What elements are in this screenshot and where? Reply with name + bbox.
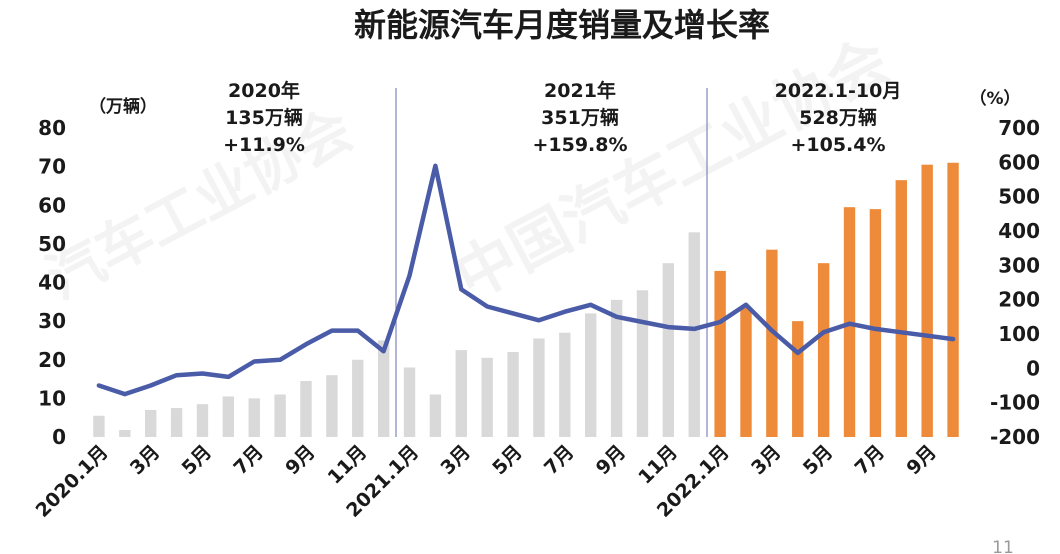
sales-bar [895,180,907,438]
sales-bar [921,164,933,437]
annotation-2022-year: 2022.1-10月 [775,80,902,102]
sales-bar [817,263,830,437]
annotation-2022-sales: 528万辆 [799,106,877,129]
sales-bar [119,430,131,437]
x-tick-label: 9月 [592,441,630,479]
sales-bar [507,352,519,437]
sales-bar [610,299,623,437]
sales-bar [455,350,467,437]
sales-bar [429,394,442,437]
sales-bar [222,396,235,437]
sales-bar [352,359,364,437]
right-tick-label: 100 [998,322,1040,346]
left-tick-label: 60 [38,193,66,217]
sales-bar [274,394,286,437]
x-tick-label: 11月 [634,441,682,489]
annotation-2021-growth: +159.8% [532,134,627,156]
sales-bar [170,408,183,437]
sales-bar [93,415,105,437]
annotation-2020-sales: 135万辆 [225,106,303,129]
sales-bar [585,313,597,437]
annotation-2021-sales: 351万辆 [541,106,619,129]
sales-bar [248,398,260,437]
left-tick-label: 0 [52,425,66,449]
annotation-2020-year: 2020年 [228,79,300,102]
growth-rate-line [96,163,956,397]
sales-bar [300,380,312,437]
sales-bar [740,307,752,437]
right-tick-label: 500 [998,185,1040,209]
sales-bar [688,232,700,437]
sales-bar [533,338,545,437]
year-dividers [395,88,708,437]
x-tick-label: 9月 [902,441,940,479]
annotation-2022-growth: +105.4% [790,134,885,156]
x-tick-label: 11月 [324,441,372,489]
x-tick-label: 2020.1月 [32,441,113,522]
sales-bar [403,367,416,437]
svg-text:汽车工业协会: 汽车工业协会 [36,97,363,312]
growth-line-layer [96,163,956,397]
sales-bar [636,290,649,437]
right-tick-label: 300 [998,253,1040,277]
right-tick-label: 0 [1026,356,1040,380]
right-tick-label: 400 [998,219,1040,243]
annotation-2020-growth: +11.9% [223,134,305,156]
right-axis-ticks: -200 -100 0 100 200 300 400 500 600 700 [990,116,1040,449]
x-tick-label: 7月 [540,441,578,479]
sales-bar [947,162,959,437]
annotation-2020: 2020年 135万辆 +11.9% [223,79,305,156]
x-tick-label: 5月 [488,441,526,479]
left-tick-label: 40 [38,271,66,295]
left-axis-unit: （万辆） [89,96,157,117]
sales-bar [145,409,157,437]
left-tick-label: 50 [38,232,66,256]
left-tick-label: 80 [38,116,66,140]
sales-bar [559,332,571,437]
annotation-2021-year: 2021年 [544,79,616,102]
chart-title: 新能源汽车月度销量及增长率 [354,6,770,44]
right-tick-label: -200 [990,425,1040,449]
sales-bar [377,340,390,437]
left-tick-label: 20 [38,348,66,372]
left-tick-label: 30 [38,309,66,333]
left-axis-ticks: 0 10 20 30 40 50 60 70 80 [38,116,66,449]
x-tick-label: 3月 [747,441,785,479]
right-tick-label: -100 [990,391,1040,415]
sales-bar [766,249,778,437]
x-tick-label: 9月 [281,441,319,479]
x-tick-label: 3月 [126,441,164,479]
sales-bar [662,263,675,437]
right-tick-label: 600 [998,150,1040,174]
sales-bar [869,209,882,437]
x-tick-label: 7月 [851,441,889,479]
right-tick-label: 700 [998,116,1040,140]
left-tick-label: 70 [38,155,66,179]
annotation-2022: 2022.1-10月 528万辆 +105.4% [775,80,902,156]
x-tick-label: 5月 [799,441,837,479]
right-axis-unit: （%） [969,88,1020,109]
left-tick-label: 10 [38,386,66,410]
x-tick-label: 7月 [229,441,267,479]
annotation-2021: 2021年 351万辆 +159.8% [532,79,627,156]
x-tick-label: 5月 [178,441,216,479]
x-tick-label: 3月 [436,441,474,479]
right-tick-label: 200 [998,288,1040,312]
sales-bar [714,270,726,437]
sales-bar [792,321,804,437]
sales-bar [481,357,493,437]
sales-bar [196,404,209,437]
page-number: 11 [992,538,1014,554]
sales-bar [326,375,338,437]
